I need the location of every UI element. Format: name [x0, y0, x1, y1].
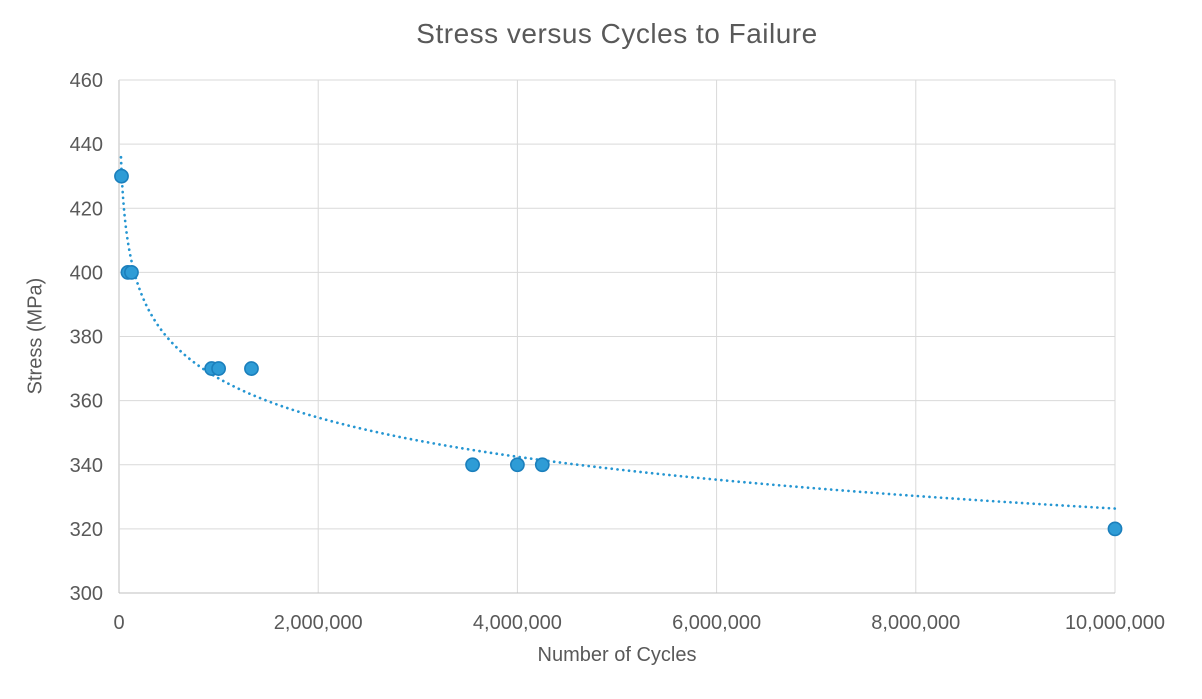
x-tick-label: 0 [113, 612, 124, 634]
data-point [534, 457, 550, 473]
data-point [1107, 521, 1123, 537]
y-tick-label: 460 [70, 70, 103, 92]
data-point [244, 361, 259, 376]
data-point [124, 264, 139, 280]
data-point [465, 457, 480, 473]
x-tick-label: 2,000,000 [274, 612, 363, 634]
y-tick-label: 380 [70, 327, 103, 349]
y-tick-label: 320 [70, 519, 103, 541]
data-point [510, 457, 525, 473]
y-tick-label: 340 [70, 455, 103, 477]
y-tick-label: 420 [70, 198, 103, 220]
x-axis-title: Number of Cycles [537, 644, 697, 666]
chart-title: Stress versus Cycles to Failure [416, 18, 818, 49]
x-tick-label: 8,000,000 [871, 612, 960, 634]
y-tick-label: 400 [70, 262, 103, 284]
x-tick-label: 4,000,000 [473, 612, 562, 634]
x-tick-label: 10,000,000 [1065, 612, 1165, 634]
y-tick-label: 360 [70, 391, 103, 413]
data-point [114, 168, 129, 184]
data-point [211, 361, 226, 376]
y-tick-label: 300 [70, 583, 103, 605]
trendline [119, 155, 1117, 510]
x-tick-label: 6,000,000 [672, 612, 761, 634]
y-tick-label: 440 [70, 134, 103, 156]
